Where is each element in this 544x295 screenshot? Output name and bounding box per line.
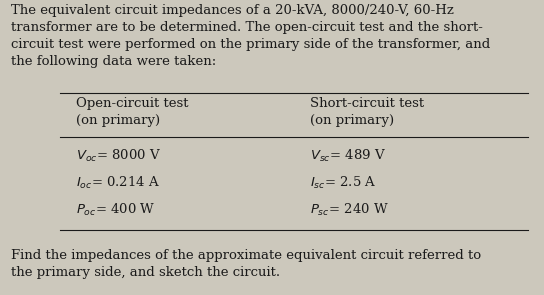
Text: $P_{oc}$= 400 W: $P_{oc}$= 400 W: [76, 202, 156, 218]
Text: The equivalent circuit impedances of a 20-kVA, 8000/240-V, 60-Hz
transformer are: The equivalent circuit impedances of a 2…: [11, 4, 490, 68]
Text: Find the impedances of the approximate equivalent circuit referred to
the primar: Find the impedances of the approximate e…: [11, 249, 481, 279]
Text: $I_{sc}$= 2.5 A: $I_{sc}$= 2.5 A: [310, 175, 376, 191]
Text: $P_{sc}$= 240 W: $P_{sc}$= 240 W: [310, 202, 389, 218]
Text: $V_{sc}$= 489 V: $V_{sc}$= 489 V: [310, 148, 386, 164]
Text: Open-circuit test
(on primary): Open-circuit test (on primary): [76, 97, 189, 127]
Text: $I_{oc}$= 0.214 A: $I_{oc}$= 0.214 A: [76, 175, 160, 191]
Text: Short-circuit test
(on primary): Short-circuit test (on primary): [310, 97, 424, 127]
Text: $V_{oc}$= 8000 V: $V_{oc}$= 8000 V: [76, 148, 162, 164]
